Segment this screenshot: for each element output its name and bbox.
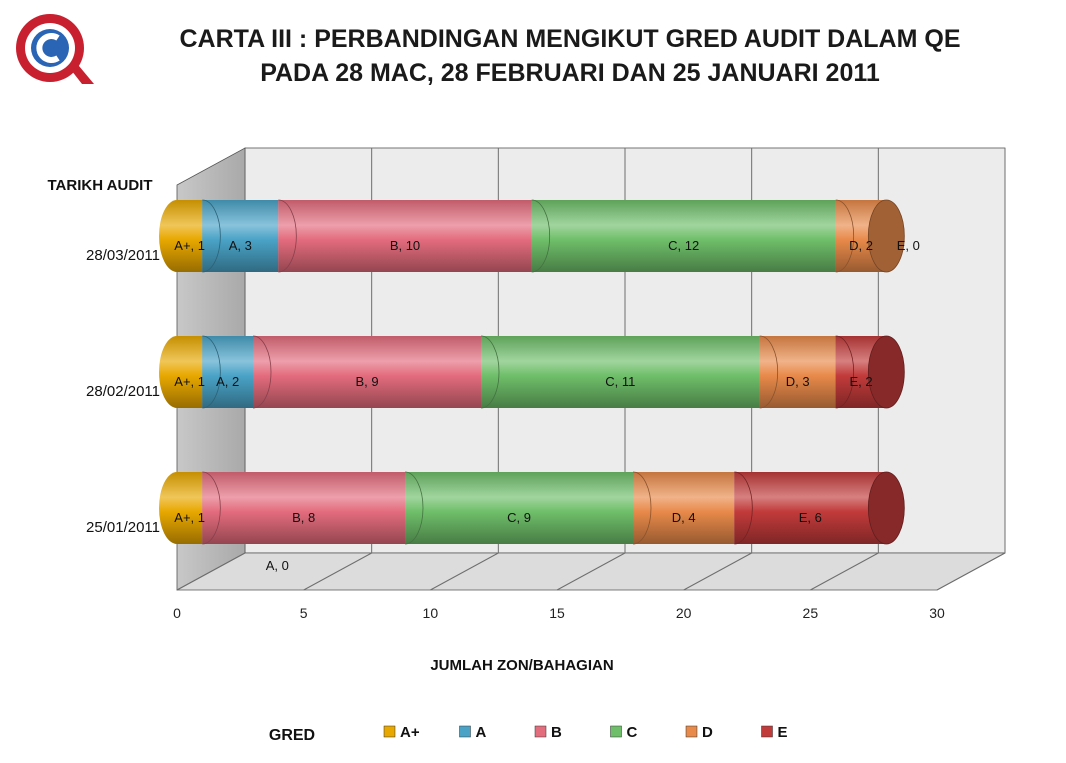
x-tick-label: 30 (929, 605, 945, 621)
data-label: D, 2 (849, 238, 873, 253)
legend-label: D (702, 724, 713, 741)
bar-segment (278, 200, 532, 272)
floor-gridline (683, 552, 752, 591)
bar-cap-left (159, 472, 195, 544)
legend-swatch (685, 725, 698, 738)
data-label: A+, 1 (174, 238, 205, 253)
floor-gridline (430, 552, 499, 591)
data-label: E, 0 (897, 238, 920, 253)
legend-title: GRED (269, 727, 315, 744)
bar-cap-right (867, 335, 905, 409)
chart-title-line2: PADA 28 MAC, 28 FEBRUARI DAN 25 JANUARI … (260, 59, 880, 87)
bar-cap-left (159, 200, 195, 272)
bar-segment-join (531, 199, 551, 273)
data-label: B, 9 (355, 374, 378, 389)
bar-segment (253, 336, 481, 408)
bar-segment (734, 472, 887, 544)
bar-segment-join (252, 335, 272, 409)
x-axis-title: JUMLAH ZON/BAHAGIAN (430, 657, 613, 674)
bar-segment-join (835, 199, 855, 273)
legend-label: A+ (400, 724, 420, 741)
legend-label: A (476, 724, 487, 741)
data-label: B, 8 (292, 510, 315, 525)
data-label: C, 12 (668, 238, 699, 253)
bar-segment-join (835, 335, 855, 409)
bar-segment-join (202, 335, 221, 409)
data-label: D, 4 (672, 510, 696, 525)
floor-gridline (936, 552, 1006, 591)
data-label: A+, 1 (174, 374, 205, 389)
legend-swatch (761, 725, 773, 738)
bar-segment-join (404, 471, 424, 545)
bar-cap-right (867, 471, 905, 545)
x-tick-label: 10 (423, 605, 439, 621)
chart-title-line1: CARTA III : PERBANDINGAN MENGIKUT GRED A… (179, 25, 961, 53)
x-tick-label: 25 (803, 605, 819, 621)
category-label: 28/03/2011 (86, 247, 160, 264)
data-label: B, 10 (390, 238, 420, 253)
legend-swatch (383, 725, 396, 738)
legend-swatch (459, 725, 471, 738)
company-logo (8, 8, 98, 88)
data-label: A, 3 (229, 238, 252, 253)
floor-gridline (810, 552, 879, 591)
data-label: C, 11 (605, 374, 635, 389)
legend-swatch (534, 725, 547, 738)
bar-segment (531, 200, 836, 272)
data-label: D, 3 (786, 374, 810, 389)
y-axis-title: TARIKH AUDIT (48, 177, 153, 194)
bar-segment-join (202, 199, 221, 273)
floor-gridline (176, 552, 246, 591)
floor-gridline (303, 552, 372, 591)
chart-title: CARTA III : PERBANDINGAN MENGIKUT GRED A… (100, 22, 1040, 90)
floor-gridline (556, 552, 626, 591)
legend-label: C (627, 724, 638, 741)
data-label: A, 2 (216, 374, 239, 389)
data-label: E, 6 (799, 510, 822, 525)
x-tick-label: 20 (676, 605, 692, 621)
bar-segment-join (759, 335, 779, 409)
bar-segment-join (202, 471, 221, 545)
legend-swatch (610, 725, 622, 738)
bar-segment (202, 472, 405, 544)
data-label: C, 9 (507, 510, 531, 525)
x-tick-label: 0 (173, 605, 181, 621)
legend-label: B (551, 724, 562, 741)
category-label: 25/01/2011 (86, 519, 160, 536)
data-label: A, 0 (266, 558, 289, 573)
category-label: 28/02/2011 (86, 383, 160, 400)
data-label: A+, 1 (174, 510, 205, 525)
legend-label: E (778, 724, 788, 741)
bar-segment-join (278, 199, 297, 273)
x-tick-label: 5 (300, 605, 308, 621)
bar-segment-join (480, 335, 500, 409)
bar-cap-left (159, 336, 195, 408)
x-tick-label: 15 (549, 605, 565, 621)
data-label: E, 2 (849, 374, 872, 389)
bar-segment (405, 472, 633, 544)
bar-segment (481, 336, 760, 408)
bar-segment-join (632, 471, 652, 545)
bar-segment-join (734, 471, 753, 545)
bar-cap-right (867, 199, 905, 273)
